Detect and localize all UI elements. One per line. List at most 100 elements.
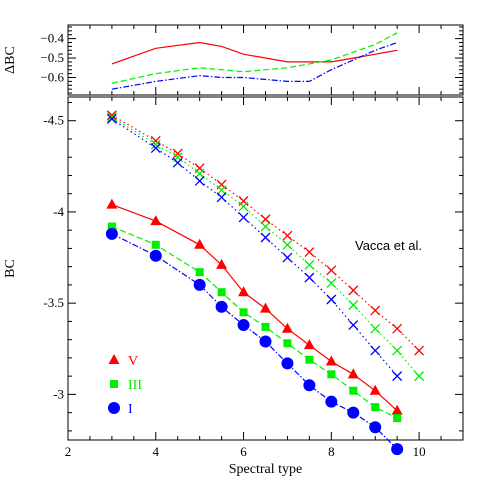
data-point-cross bbox=[348, 300, 359, 310]
x-tick-label: 6 bbox=[240, 444, 247, 459]
data-point-circle bbox=[237, 319, 250, 332]
y-tick-label: -3.5 bbox=[43, 295, 64, 310]
data-point-cross bbox=[304, 247, 315, 258]
data-point-circle bbox=[193, 278, 206, 291]
data-point-square bbox=[217, 288, 226, 297]
data-point-square bbox=[107, 222, 116, 231]
annotation-vacca: Vacca et al. bbox=[355, 238, 422, 253]
data-point-triangle bbox=[303, 339, 315, 350]
data-point-cross bbox=[172, 148, 183, 159]
data-point-circle bbox=[325, 395, 338, 408]
data-point-cross bbox=[414, 345, 425, 356]
data-point-cross bbox=[304, 272, 315, 283]
data-point-cross bbox=[370, 323, 381, 334]
data-point-cross bbox=[172, 157, 183, 168]
data-point-cross bbox=[216, 185, 227, 196]
data-point-cross bbox=[238, 212, 249, 223]
data-point-square bbox=[239, 308, 248, 317]
data-point-cross bbox=[326, 265, 337, 276]
y-tick-label: -3 bbox=[53, 386, 64, 401]
data-point-triangle bbox=[194, 238, 206, 249]
series-line bbox=[111, 41, 398, 65]
data-point-square bbox=[305, 355, 314, 364]
data-point-triangle bbox=[369, 384, 381, 395]
data-point-cross bbox=[414, 371, 425, 382]
data-point-triangle bbox=[238, 286, 250, 297]
data-point-cross bbox=[216, 192, 227, 203]
data-point-triangle bbox=[347, 368, 359, 379]
series-line bbox=[111, 204, 398, 412]
data-point-cross bbox=[392, 323, 403, 334]
data-point-cross bbox=[106, 110, 117, 121]
data-point-cross bbox=[326, 294, 337, 305]
data-point-triangle bbox=[391, 404, 403, 415]
data-point-circle bbox=[215, 300, 228, 313]
data-point-cross bbox=[150, 135, 161, 146]
series-line bbox=[111, 32, 398, 84]
data-point-cross bbox=[282, 252, 293, 263]
data-point-cross bbox=[304, 259, 315, 270]
data-point-cross bbox=[392, 371, 403, 382]
data-point-circle bbox=[391, 443, 404, 456]
data-point-circle bbox=[259, 335, 272, 348]
data-point-square bbox=[349, 386, 358, 395]
data-point-cross bbox=[370, 305, 381, 316]
legend-label-i: I bbox=[128, 402, 133, 417]
x-tick-label: 4 bbox=[153, 444, 160, 459]
x-tick-label: 8 bbox=[328, 444, 335, 459]
data-point-cross bbox=[260, 214, 271, 225]
legend-marker bbox=[108, 402, 120, 414]
top-plot-frame bbox=[67, 24, 464, 96]
data-point-cross bbox=[194, 175, 205, 186]
data-point-circle bbox=[149, 249, 162, 262]
data-point-triangle bbox=[260, 302, 271, 313]
data-point-cross bbox=[238, 201, 249, 212]
x-axis-title: Spectral type bbox=[229, 462, 302, 477]
data-point-cross bbox=[106, 112, 117, 123]
data-point-square bbox=[283, 339, 292, 348]
data-point-square bbox=[261, 322, 270, 331]
y-tick-label: −0.6 bbox=[40, 70, 64, 85]
y-tick-label: −0.5 bbox=[40, 50, 64, 65]
legend-marker bbox=[108, 354, 120, 364]
data-point-triangle bbox=[106, 198, 118, 209]
y-tick-label: -4.5 bbox=[43, 113, 64, 128]
data-point-cross bbox=[282, 230, 293, 241]
data-point-triangle bbox=[150, 215, 162, 226]
data-point-cross bbox=[150, 139, 161, 150]
x-tick-label: 10 bbox=[413, 444, 426, 459]
data-point-circle bbox=[303, 379, 316, 392]
data-point-square bbox=[195, 268, 204, 277]
data-point-triangle bbox=[281, 322, 293, 333]
data-point-cross bbox=[260, 221, 271, 232]
data-point-circle bbox=[105, 227, 118, 240]
data-point-cross bbox=[194, 168, 205, 179]
data-point-circle bbox=[281, 357, 294, 370]
legend-label-v: V bbox=[128, 354, 138, 369]
data-point-cross bbox=[348, 285, 359, 296]
data-point-cross bbox=[150, 143, 161, 154]
data-point-cross bbox=[106, 113, 117, 124]
legend-label-iii: III bbox=[128, 378, 142, 393]
series-line bbox=[111, 41, 398, 90]
legend-marker bbox=[110, 380, 118, 388]
top-panel: −0.4 −0.5 −0.6 ΔBC bbox=[3, 24, 464, 96]
data-point-triangle bbox=[325, 355, 337, 366]
data-point-square bbox=[371, 403, 380, 412]
data-point-circle bbox=[347, 406, 360, 419]
data-point-cross bbox=[326, 278, 337, 289]
y-tick-label: −0.4 bbox=[40, 31, 64, 46]
data-point-cross bbox=[260, 232, 271, 243]
data-point-triangle bbox=[216, 258, 228, 269]
data-point-square bbox=[327, 370, 336, 379]
data-point-square bbox=[151, 240, 160, 249]
y-axis-title: ΔBC bbox=[3, 46, 18, 74]
x-tick-label: 2 bbox=[65, 444, 72, 459]
data-point-cross bbox=[392, 345, 403, 356]
data-point-circle bbox=[369, 421, 382, 434]
data-point-cross bbox=[282, 239, 293, 250]
y-tick-label: -4 bbox=[53, 204, 64, 219]
data-point-square bbox=[393, 414, 402, 423]
